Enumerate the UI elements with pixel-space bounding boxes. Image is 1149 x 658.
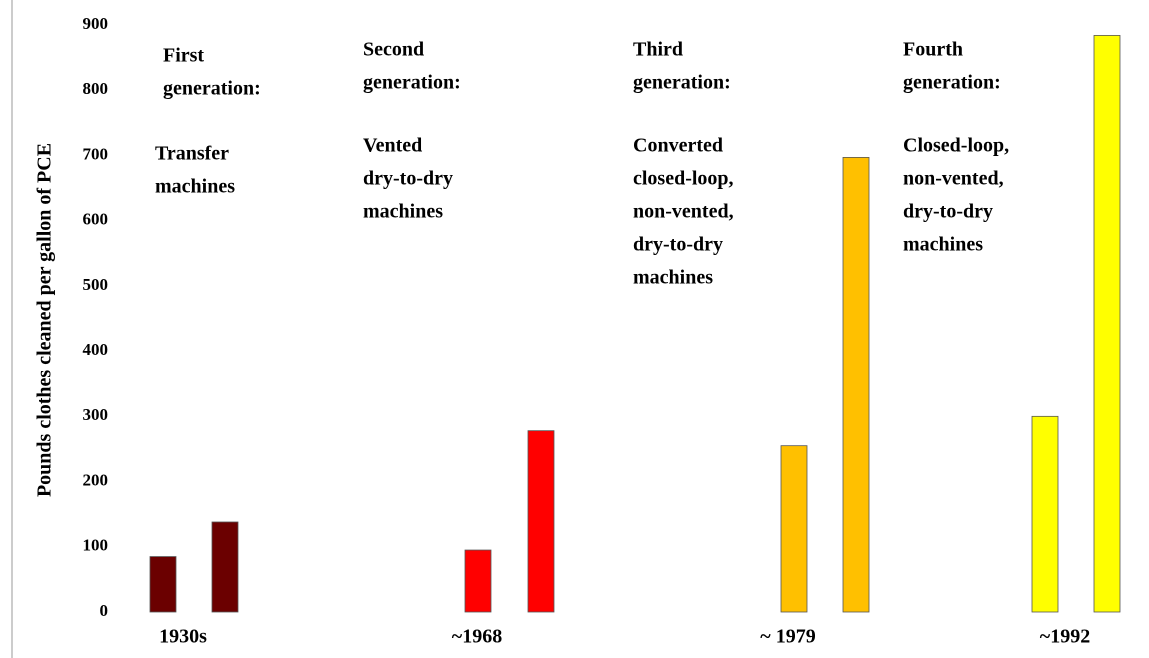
annotation-title: generation: [633,72,731,94]
bar [1093,35,1121,613]
annotation-title: Second [363,39,424,61]
annotation-text: non-vented, [903,168,1004,190]
y-tick-label: 300 [83,405,109,424]
annotation-text: machines [903,234,983,256]
annotation-title: First [163,45,204,67]
annotation-text: closed-loop, [633,168,734,190]
annotation-title: Third [633,39,683,61]
x-tick-label: ~1992 [1040,626,1090,648]
x-tick-label: ~ 1979 [760,626,815,648]
annotation-text: dry-to-dry [633,234,723,256]
annotation-text: Transfer [155,143,229,165]
y-tick-label: 0 [100,601,109,620]
bar [842,157,870,613]
annotation-title: generation: [363,72,461,94]
y-axis-title: Pounds clothes cleaned per gallon of PCE [34,143,56,497]
annotation-text: non-vented, [633,201,734,223]
y-tick-label: 800 [83,79,109,98]
bar [464,549,492,613]
annotation-title: generation: [163,78,261,100]
annotation-text: Converted [633,135,723,157]
bar [1031,415,1059,613]
bar [527,430,555,613]
annotation-text: dry-to-dry [903,201,993,223]
x-tick-label: ~1968 [452,626,502,648]
annotation-text: machines [155,176,235,198]
annotation-text: Closed-loop, [903,135,1009,157]
bar [149,556,177,613]
annotation-text: dry-to-dry [363,168,453,190]
y-tick-label: 200 [83,470,109,489]
x-tick-label: 1930s [159,626,207,648]
y-tick-label: 600 [83,210,109,229]
annotation-text: machines [633,267,713,289]
y-tick-label: 100 [83,536,109,555]
y-tick-label: 700 [83,144,109,163]
bar [211,521,239,613]
annotation-text: Vented [363,135,422,157]
y-tick-label: 500 [83,275,109,294]
y-tick-label: 400 [83,340,109,359]
bar [780,445,808,613]
y-tick-label: 900 [83,14,109,33]
annotation-title: generation: [903,72,1001,94]
annotation-text: machines [363,201,443,223]
annotation-title: Fourth [903,39,963,61]
